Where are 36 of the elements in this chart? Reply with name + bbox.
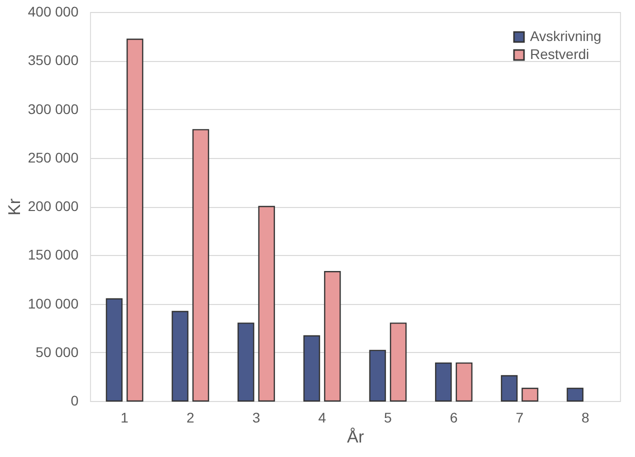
x-axis-title: År: [347, 428, 364, 446]
x-tick-label: 3: [252, 410, 260, 426]
x-tick-label: 6: [450, 410, 458, 426]
y-tick-label: 150 000: [28, 246, 79, 263]
bar: [522, 388, 538, 402]
bar: [566, 388, 584, 402]
x-tick-label: 7: [516, 410, 524, 426]
bar: [500, 375, 518, 402]
y-tick-label: 0: [70, 392, 79, 408]
x-tick-label: 1: [120, 410, 129, 426]
bar: [369, 350, 386, 402]
bar: [456, 362, 472, 402]
y-tick-label: 50 000: [36, 344, 79, 360]
bar: [435, 362, 452, 402]
bar: [106, 298, 123, 402]
y-tick-label: 250 000: [28, 149, 79, 166]
bar: [324, 271, 341, 402]
y-tick-label: 350 000: [28, 52, 79, 68]
bar: [172, 310, 188, 402]
y-axis-title: Kr: [4, 198, 24, 216]
bar: [390, 322, 407, 402]
x-tick-label: 8: [582, 410, 590, 426]
bar: [258, 206, 275, 402]
x-tick-label: 2: [186, 410, 195, 426]
legend-label: Restverdi: [530, 46, 590, 62]
y-tick-label: 300 000: [28, 100, 79, 117]
x-tick-label: 4: [318, 410, 326, 426]
bar: [192, 129, 210, 402]
y-tick-label: 200 000: [28, 198, 79, 214]
bar: [238, 322, 254, 402]
x-tick-label: 5: [384, 410, 392, 426]
bar: [126, 38, 144, 402]
y-tick-label: 400 000: [28, 4, 79, 20]
legend-label: Avskrivning: [530, 28, 602, 44]
bar: [303, 335, 320, 402]
y-tick-label: 100 000: [28, 295, 79, 312]
